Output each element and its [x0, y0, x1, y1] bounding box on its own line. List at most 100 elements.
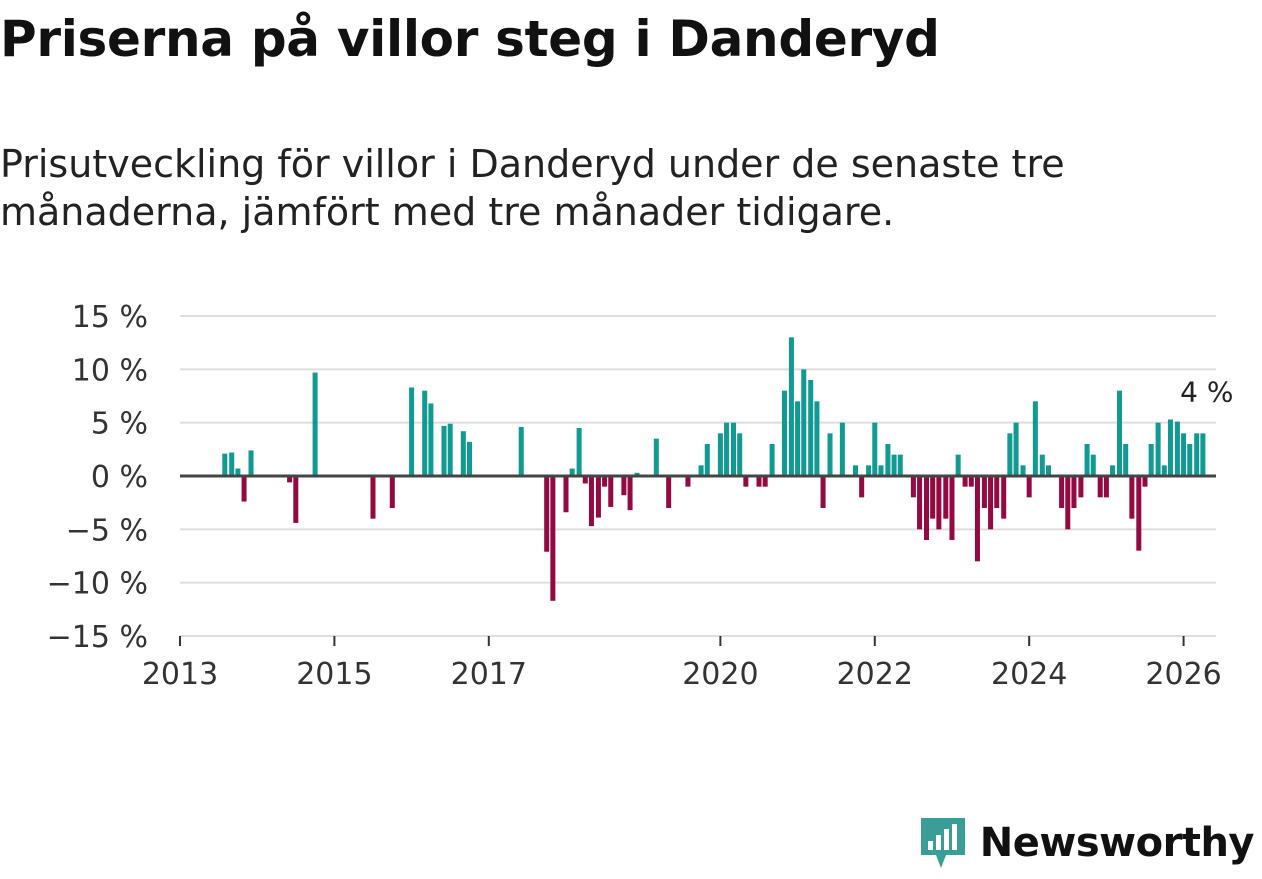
bar [1103, 476, 1109, 498]
bar [241, 476, 247, 502]
bar [955, 454, 961, 476]
gridlines [180, 315, 1216, 637]
y-tick-label: −15 % [47, 620, 148, 655]
bar [1187, 444, 1193, 476]
bar [788, 337, 794, 476]
bar [801, 369, 807, 476]
y-tick-label: 15 % [72, 300, 148, 335]
bar [602, 476, 608, 487]
bar [1065, 476, 1071, 530]
bar [1200, 433, 1206, 476]
bar [1097, 476, 1103, 498]
y-tick-label: 5 % [91, 407, 148, 442]
bar [666, 476, 672, 508]
bar [466, 441, 473, 476]
bar [795, 401, 801, 476]
bar [1007, 433, 1013, 476]
bar [1090, 454, 1096, 476]
bar [1013, 422, 1019, 476]
bar [1174, 421, 1180, 476]
bar [1136, 476, 1142, 551]
bar [389, 476, 395, 508]
latest-value-annotation: 4 % [1180, 375, 1233, 408]
bar [1161, 465, 1167, 476]
bar [1078, 476, 1084, 498]
bar [962, 476, 968, 487]
bar [949, 476, 955, 540]
bar [1045, 465, 1051, 476]
bar [988, 476, 994, 530]
bar [968, 476, 974, 487]
y-tick-label: 10 % [72, 353, 148, 388]
bar [608, 476, 614, 507]
bar [731, 422, 737, 476]
bar [235, 468, 241, 476]
bar [704, 444, 710, 476]
bar [743, 476, 749, 487]
x-tick-label: 2024 [991, 657, 1067, 692]
bar [550, 476, 556, 601]
bar [936, 476, 942, 530]
bar [441, 425, 447, 476]
bar [627, 476, 633, 511]
bar [698, 465, 704, 476]
bar [621, 476, 627, 496]
bar [569, 468, 575, 476]
bar [422, 390, 428, 476]
bar [685, 476, 691, 487]
bar [891, 454, 897, 476]
bar [930, 476, 936, 519]
bar [1071, 476, 1077, 508]
bar [974, 476, 980, 562]
bar [1194, 433, 1200, 476]
bar [872, 422, 878, 476]
bar [724, 422, 730, 476]
bar [544, 476, 550, 552]
bar [563, 476, 569, 513]
bar [827, 433, 833, 476]
bar [756, 476, 762, 487]
bar [717, 433, 723, 476]
bar [287, 476, 293, 483]
bar [981, 476, 987, 508]
chart-title: Priserna på villor steg i Danderyd [0, 10, 940, 68]
bar [994, 476, 1000, 508]
x-tick-label: 2020 [682, 657, 758, 692]
bar [1148, 444, 1154, 476]
bar [1084, 444, 1090, 476]
bar [1155, 422, 1161, 476]
bar [814, 401, 820, 476]
x-axis: 2013 2015 2017 2020 2022 2024 2026 [142, 636, 1222, 692]
bar [1110, 465, 1116, 476]
bar [852, 465, 858, 476]
x-tick-label: 2022 [837, 657, 913, 692]
chart-subtitle: Prisutveckling för villor i Danderyd und… [0, 142, 1065, 234]
bar [762, 476, 768, 487]
bar [588, 476, 594, 527]
bars [222, 337, 1206, 601]
bar [897, 454, 903, 476]
bar [808, 380, 814, 476]
bar [582, 476, 588, 484]
bar [1129, 476, 1135, 519]
bar [409, 387, 415, 476]
bar [1181, 433, 1187, 476]
bar [859, 476, 865, 498]
y-tick-label: −5 % [66, 513, 148, 548]
bar [1116, 390, 1123, 476]
bar [1123, 444, 1129, 476]
brand-name: Newsworthy [979, 820, 1255, 866]
x-tick-label: 2017 [451, 657, 527, 692]
bar [910, 476, 916, 498]
bar [1032, 401, 1038, 476]
bar [1059, 476, 1065, 508]
x-tick-label: 2026 [1145, 657, 1221, 692]
bar [885, 444, 891, 476]
bar [229, 452, 235, 476]
bar [312, 372, 318, 476]
x-tick-label: 2013 [142, 657, 218, 692]
bar-chart: −15 %−10 %−5 %0 %5 %10 %15 % 2013 2015 201… [47, 300, 1234, 692]
newsworthy-logo-icon [920, 818, 965, 868]
bar [943, 476, 949, 519]
bar [1026, 476, 1032, 498]
